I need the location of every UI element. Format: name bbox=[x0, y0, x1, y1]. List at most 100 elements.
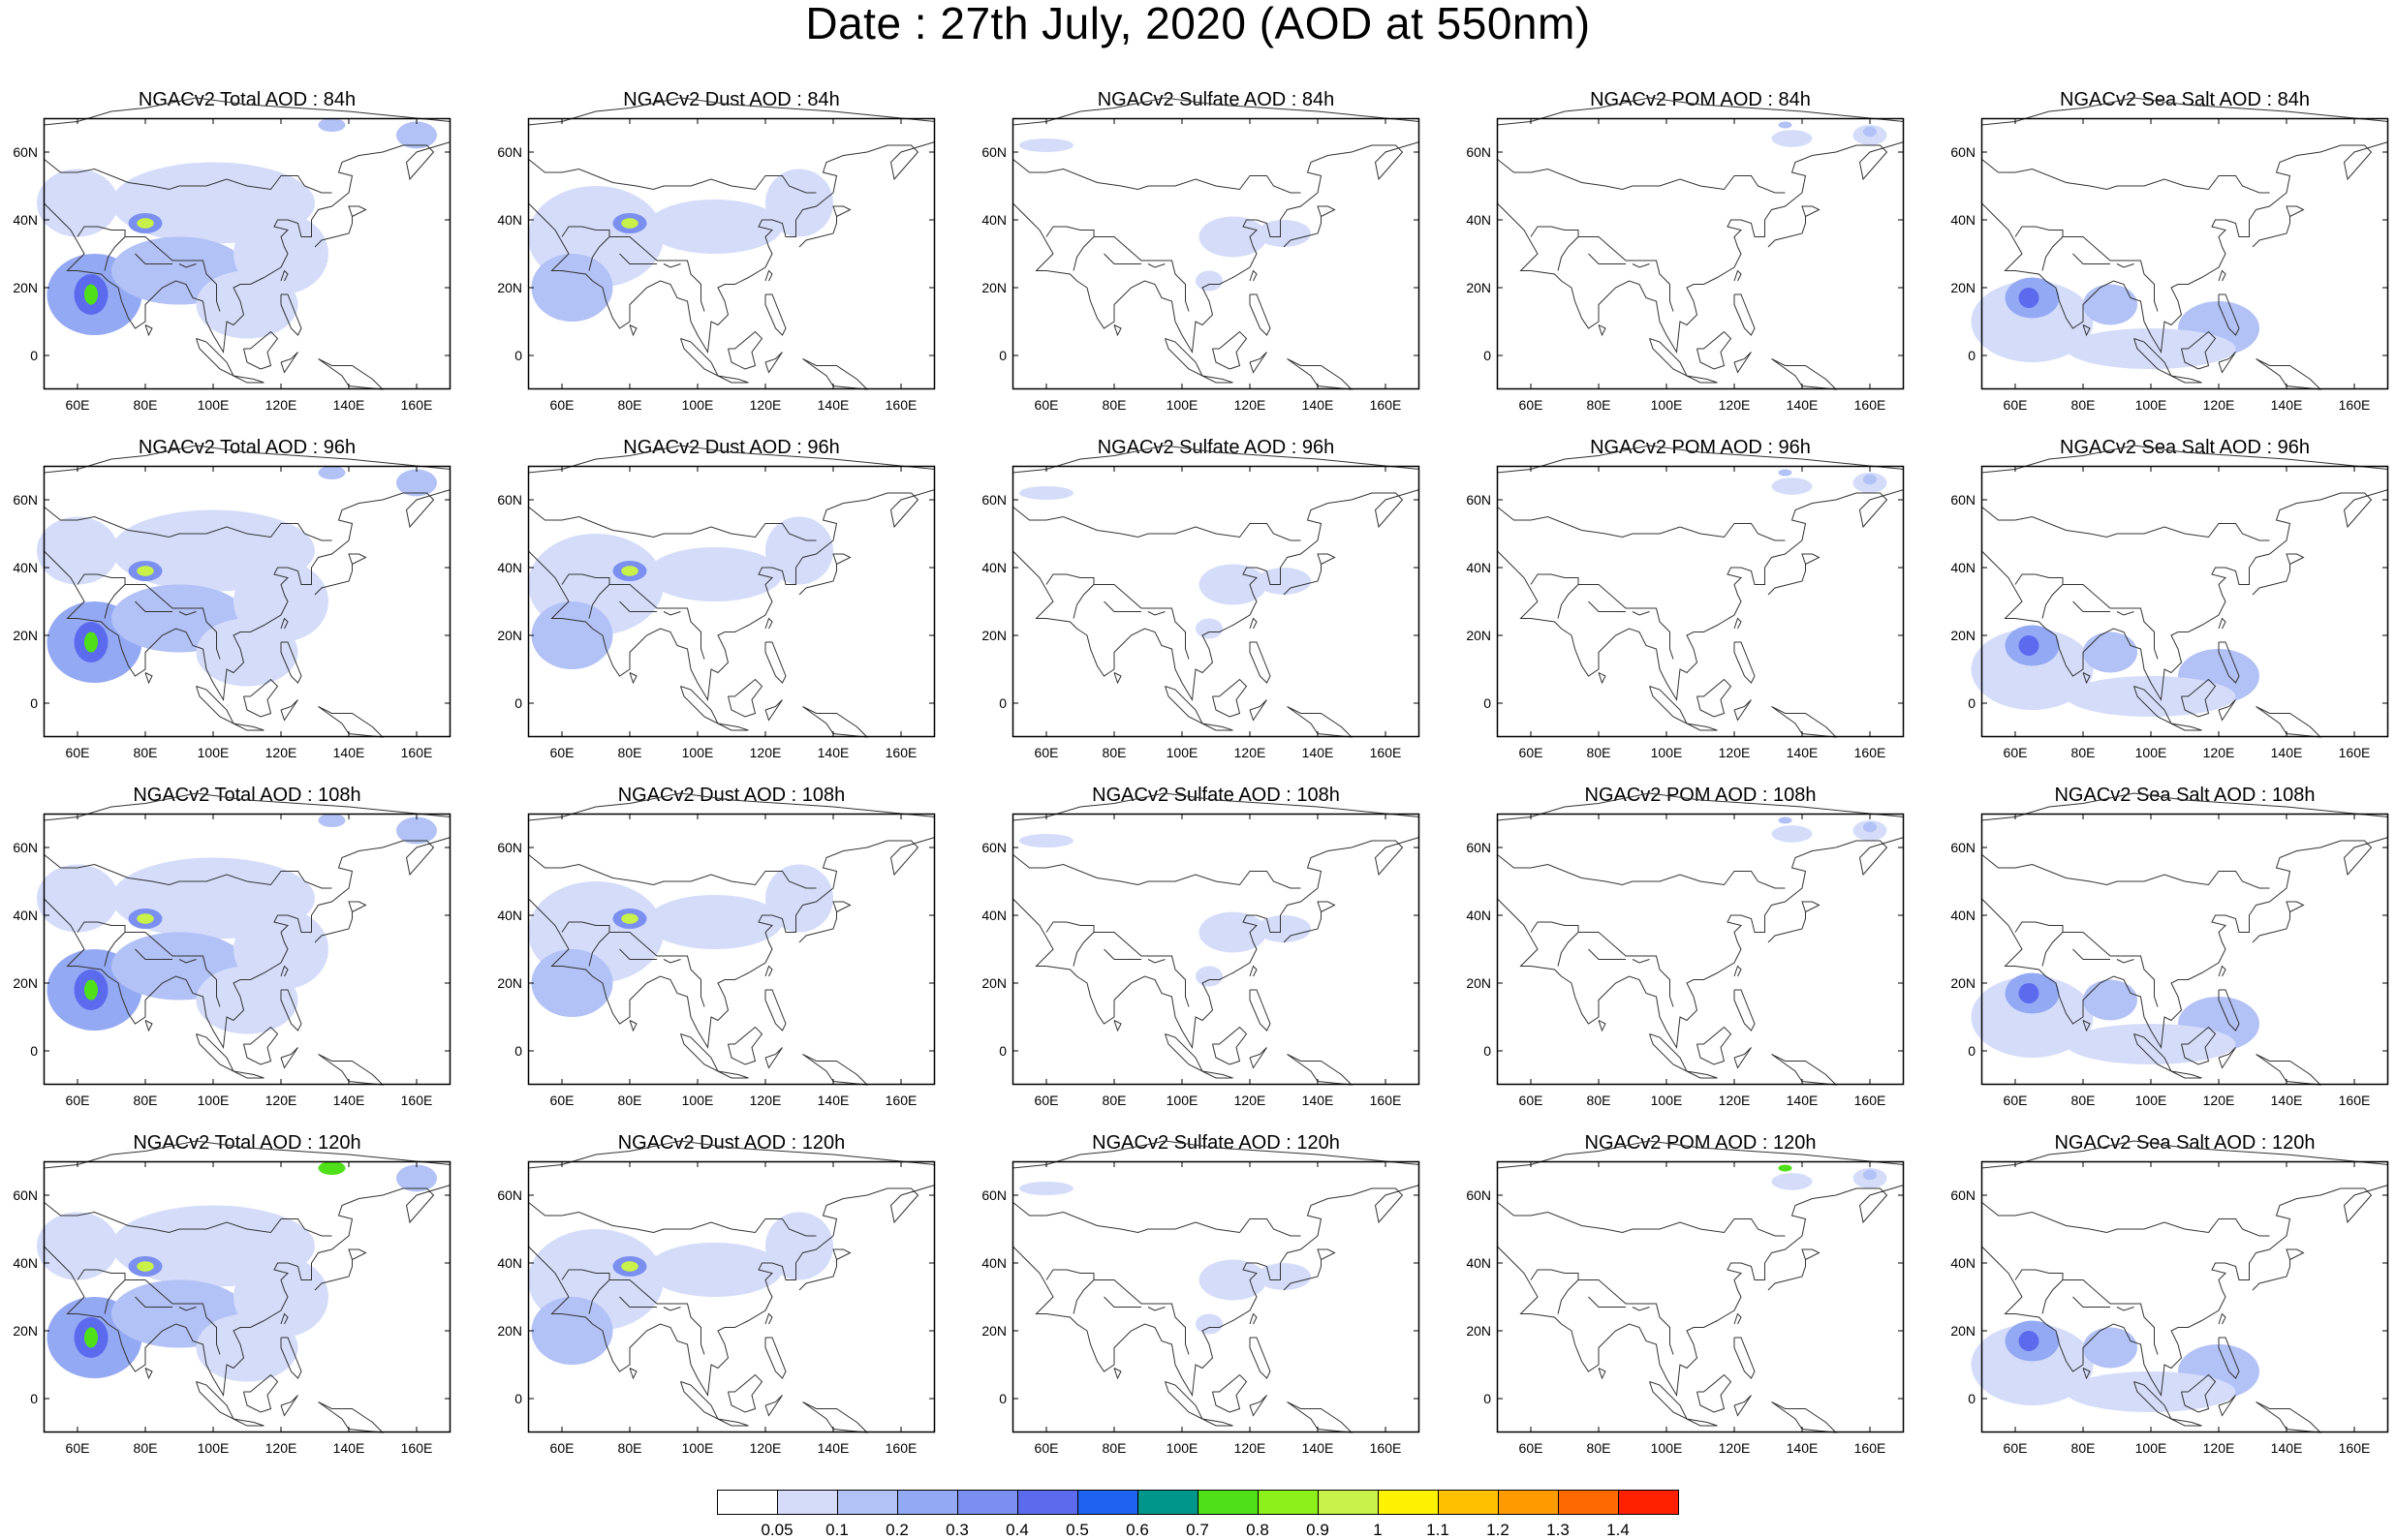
lat-tick-label: 0 bbox=[999, 348, 1007, 363]
lon-tick-label: 140E bbox=[1301, 745, 1334, 760]
lon-tick-label: 120E bbox=[1718, 1093, 1751, 1108]
coastline bbox=[1496, 506, 1786, 541]
lon-tick-label: 60E bbox=[1518, 1093, 1543, 1108]
lat-tick-label: 60N bbox=[497, 144, 522, 160]
lon-tick-label: 60E bbox=[65, 745, 90, 760]
aod-shading bbox=[1971, 976, 2094, 1058]
coastline bbox=[2218, 352, 2236, 374]
lat-tick-label: 60N bbox=[1950, 840, 1976, 855]
lat-tick-label: 40N bbox=[1950, 560, 1976, 575]
coastline bbox=[2218, 1337, 2240, 1379]
coastline bbox=[43, 158, 332, 194]
coastline bbox=[1045, 921, 1095, 967]
aod-shading bbox=[196, 966, 298, 1034]
lat-tick-label: 20N bbox=[497, 280, 522, 295]
aod-shading bbox=[1196, 1313, 1223, 1335]
coastline bbox=[1283, 901, 1336, 943]
aod-shading bbox=[531, 949, 613, 1017]
coastline bbox=[728, 330, 763, 370]
colorbar bbox=[717, 1490, 1679, 1515]
lon-tick-label: 80E bbox=[1586, 1440, 1611, 1456]
coastline bbox=[527, 1201, 817, 1237]
aod-shading bbox=[1778, 1164, 1792, 1172]
coastline bbox=[1249, 641, 1271, 684]
lon-tick-label: 60E bbox=[2003, 745, 2028, 760]
aod-map-panel bbox=[1011, 792, 1420, 1086]
coastline bbox=[2063, 1279, 2159, 1355]
coastline bbox=[764, 989, 787, 1032]
aod-shading bbox=[2083, 284, 2137, 325]
lat-tick-label: 0 bbox=[514, 348, 522, 363]
lon-tick-label: 80E bbox=[133, 397, 158, 413]
aod-shading bbox=[318, 118, 346, 132]
coastline bbox=[1632, 1307, 1650, 1311]
coastline bbox=[1980, 837, 2389, 1050]
coastline bbox=[1530, 921, 1579, 967]
coastline bbox=[802, 1054, 869, 1086]
lat-tick-label: 0 bbox=[1968, 695, 1976, 711]
coastline bbox=[1733, 965, 1742, 977]
aod-shading bbox=[1971, 1324, 2094, 1405]
coastline bbox=[798, 901, 852, 943]
aod-shading bbox=[1971, 629, 2094, 710]
coastline bbox=[527, 853, 817, 889]
coastline bbox=[2218, 617, 2226, 630]
coastline bbox=[125, 932, 221, 1007]
coastline bbox=[1649, 338, 1689, 378]
coastline bbox=[1283, 205, 1336, 248]
coastline bbox=[178, 263, 197, 268]
aod-map-panel bbox=[1011, 97, 1420, 390]
coastline bbox=[1249, 293, 1271, 336]
aod-shading bbox=[646, 895, 783, 949]
coastline bbox=[1588, 1296, 1626, 1308]
aod-shading bbox=[1198, 564, 1267, 605]
coastline bbox=[1588, 948, 1626, 960]
lon-tick-label: 140E bbox=[2270, 1093, 2303, 1108]
lon-tick-label: 60E bbox=[1034, 1440, 1059, 1456]
lon-tick-label: 100E bbox=[1650, 397, 1683, 413]
coastline bbox=[1011, 1140, 1420, 1169]
coastline bbox=[280, 269, 289, 282]
coastline bbox=[764, 1337, 787, 1379]
coastline bbox=[1045, 226, 1095, 271]
lat-tick-label: 40N bbox=[1950, 908, 1976, 923]
lon-tick-label: 140E bbox=[817, 1093, 850, 1108]
coastline bbox=[1598, 324, 1606, 337]
colorbar-label: 0.9 bbox=[1306, 1521, 1329, 1539]
coastline bbox=[764, 352, 783, 374]
coastline bbox=[1094, 1279, 1190, 1355]
coastline bbox=[764, 699, 783, 722]
lat-tick-label: 0 bbox=[1968, 1043, 1976, 1059]
aod-shading bbox=[1257, 568, 1311, 595]
coastline bbox=[243, 330, 279, 370]
lat-tick-label: 0 bbox=[1483, 1043, 1491, 1059]
colorbar-segment bbox=[717, 1490, 778, 1515]
aod-map-panel bbox=[1496, 792, 1905, 1086]
lon-tick-label: 80E bbox=[1586, 745, 1611, 760]
coastline bbox=[1733, 352, 1752, 374]
lon-tick-label: 80E bbox=[617, 397, 642, 413]
coastline bbox=[1598, 1368, 1606, 1380]
coastline bbox=[2170, 1418, 2202, 1427]
colorbar-segment bbox=[1618, 1490, 1679, 1515]
coastline bbox=[629, 324, 638, 337]
lat-tick-label: 0 bbox=[1483, 348, 1491, 363]
lat-tick-label: 20N bbox=[497, 1323, 522, 1339]
colorbar-segment bbox=[1137, 1490, 1198, 1515]
lon-tick-label: 140E bbox=[2270, 1440, 2303, 1456]
lon-tick-label: 160E bbox=[1853, 1093, 1886, 1108]
coastline bbox=[2014, 573, 2064, 619]
panel-title: NGACv2 Total AOD : 108h bbox=[133, 785, 361, 806]
lon-tick-label: 120E bbox=[2202, 745, 2235, 760]
coastline bbox=[1165, 338, 1204, 378]
coastline bbox=[619, 253, 657, 264]
coastline bbox=[764, 1047, 783, 1069]
colorbar-segment bbox=[777, 1490, 838, 1515]
coastline bbox=[1212, 1026, 1248, 1065]
coastline bbox=[561, 573, 610, 619]
coastline bbox=[243, 1373, 279, 1413]
coastline bbox=[1283, 553, 1336, 596]
panel-title: NGACv2 Dust AOD : 120h bbox=[617, 1132, 846, 1154]
map-border bbox=[43, 1160, 451, 1433]
aod-shading bbox=[1198, 911, 1267, 953]
